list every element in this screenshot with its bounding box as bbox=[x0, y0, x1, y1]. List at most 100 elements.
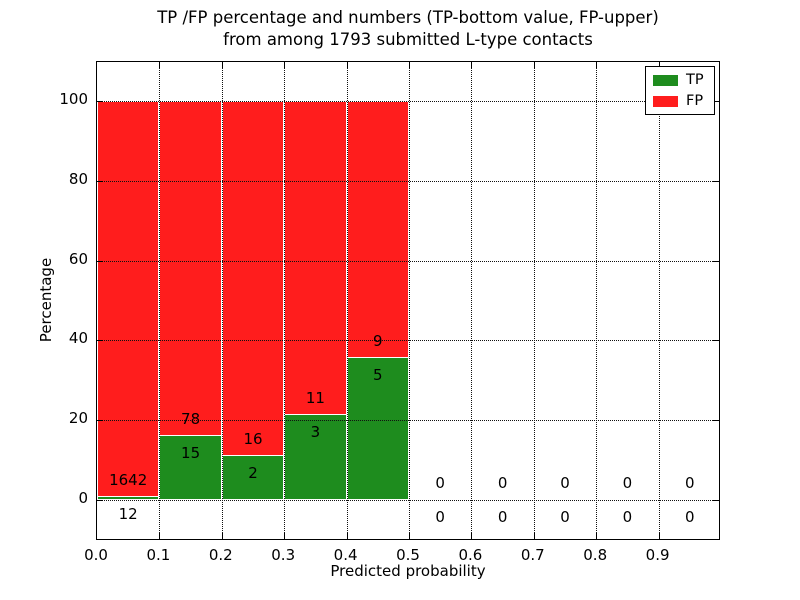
y-tick-left bbox=[97, 260, 103, 262]
x-tick-label: 0.6 bbox=[458, 546, 483, 564]
fp-count-label: 16 bbox=[243, 429, 263, 448]
chart-title: TP /FP percentage and numbers (TP-bottom… bbox=[96, 7, 720, 51]
x-tick-label: 0.3 bbox=[271, 546, 296, 564]
fp-count-label: 0 bbox=[497, 474, 508, 492]
y-axis-label: Percentage bbox=[37, 257, 55, 343]
y-tick-label: 40 bbox=[68, 329, 88, 348]
plot-area: 1642 12 78 15 16 2 11 3 9 5 0 0 0 0 0 0 0 0 0 0 bbox=[96, 61, 720, 540]
y-tick-label: 100 bbox=[59, 90, 88, 108]
tp-count-label: 5 bbox=[373, 365, 383, 384]
tp-count-label: 0 bbox=[435, 508, 445, 526]
x-tick-bottom bbox=[221, 533, 223, 539]
tp-count-label: 2 bbox=[248, 463, 258, 482]
y-tick-right bbox=[713, 180, 719, 182]
tp-count-label: 0 bbox=[685, 508, 695, 526]
tp-count-label: 15 bbox=[181, 443, 201, 462]
v-gridline bbox=[284, 62, 286, 539]
y-tick-right bbox=[713, 101, 719, 102]
legend-label-tp: TP bbox=[686, 72, 704, 88]
v-gridline bbox=[159, 62, 161, 539]
tp-count-label: 0 bbox=[560, 508, 570, 526]
x-tick-top bbox=[596, 62, 598, 68]
axis-ticks-layer bbox=[97, 62, 719, 539]
v-gridline bbox=[221, 62, 223, 539]
fp-count-label: 0 bbox=[435, 474, 445, 492]
x-tick-label: 0.8 bbox=[583, 546, 608, 564]
y-tick-left bbox=[97, 101, 103, 102]
tp-count-label: 12 bbox=[118, 505, 138, 524]
h-gridline bbox=[97, 101, 719, 102]
x-tick-top bbox=[471, 62, 473, 68]
h-gridline bbox=[97, 180, 719, 182]
chart-title-line2: from among 1793 submitted L-type contact… bbox=[223, 30, 593, 49]
tp-count-label: 0 bbox=[622, 508, 633, 526]
fp-count-label: 0 bbox=[622, 474, 633, 492]
x-axis-label: Predicted probability bbox=[330, 562, 486, 580]
v-gridline bbox=[658, 62, 660, 539]
v-gridline bbox=[596, 62, 598, 539]
grid-layer bbox=[97, 62, 719, 539]
h-gridline bbox=[97, 260, 719, 262]
x-tick-top bbox=[221, 62, 223, 68]
x-tick-bottom bbox=[284, 533, 286, 539]
v-gridline bbox=[409, 62, 410, 539]
legend-item-tp: TP bbox=[653, 73, 707, 87]
x-tick-top bbox=[533, 62, 535, 68]
x-tick-label: 0.5 bbox=[396, 546, 420, 564]
x-tick-top bbox=[409, 62, 410, 68]
x-tick-label: 0.2 bbox=[208, 546, 233, 564]
x-tick-bottom bbox=[533, 533, 535, 539]
y-tick-right bbox=[713, 500, 719, 501]
y-tick-right bbox=[713, 420, 719, 422]
x-tick-top bbox=[346, 62, 348, 68]
x-tick-bottom bbox=[658, 533, 660, 539]
x-tick-label: 0.1 bbox=[146, 546, 171, 564]
fp-count-label: 0 bbox=[560, 474, 570, 492]
bar-fp-segment bbox=[97, 101, 160, 498]
tp-count-label: 0 bbox=[497, 508, 508, 526]
h-gridline bbox=[97, 340, 719, 342]
bar-tp-segment bbox=[221, 455, 285, 500]
y-tick-left bbox=[97, 420, 103, 422]
x-tick-label: 0.7 bbox=[520, 546, 545, 564]
tp-count-label: 3 bbox=[310, 422, 321, 441]
x-tick-bottom bbox=[346, 533, 348, 539]
h-gridline bbox=[97, 420, 719, 422]
x-tick-bottom bbox=[159, 533, 161, 539]
y-tick-label: 80 bbox=[68, 169, 88, 188]
tp-swatch-icon bbox=[653, 74, 678, 86]
x-tick-bottom bbox=[409, 533, 410, 539]
y-tick-right bbox=[713, 260, 719, 262]
x-tick-bottom bbox=[471, 533, 473, 539]
x-tick-top bbox=[284, 62, 286, 68]
x-tick-bottom bbox=[596, 533, 598, 539]
x-tick-top bbox=[658, 62, 660, 68]
y-tick-label: 20 bbox=[68, 409, 88, 428]
x-tick-top bbox=[159, 62, 161, 68]
x-tick-label: 0.9 bbox=[645, 546, 670, 564]
v-gridline bbox=[471, 62, 473, 539]
legend-label-fp: FP bbox=[686, 93, 704, 109]
v-gridline bbox=[533, 62, 535, 539]
annotations-layer: 1642 12 78 15 16 2 11 3 9 5 0 0 0 0 0 0 0 0 0 0 bbox=[97, 62, 719, 539]
y-tick-left bbox=[97, 340, 103, 342]
legend-box: TP FP bbox=[645, 66, 715, 115]
fp-count-label: 11 bbox=[305, 388, 325, 407]
bar-tp-segment bbox=[97, 497, 160, 500]
v-gridline bbox=[346, 62, 348, 539]
y-tick-label: 60 bbox=[68, 249, 88, 268]
x-tick-label: 0.0 bbox=[84, 546, 108, 564]
fp-count-label: 0 bbox=[685, 474, 695, 492]
y-tick-left bbox=[97, 500, 103, 501]
y-tick-label: 0 bbox=[78, 489, 88, 507]
fp-count-label: 9 bbox=[373, 331, 383, 350]
fp-count-label: 78 bbox=[181, 409, 201, 428]
legend-item-fp: FP bbox=[653, 94, 707, 108]
h-gridline bbox=[97, 500, 719, 501]
y-tick-left bbox=[97, 180, 103, 182]
fp-count-label: 1642 bbox=[109, 471, 148, 490]
fp-swatch-icon bbox=[653, 95, 678, 107]
y-tick-right bbox=[713, 340, 719, 342]
chart-title-line1: TP /FP percentage and numbers (TP-bottom… bbox=[157, 8, 659, 27]
